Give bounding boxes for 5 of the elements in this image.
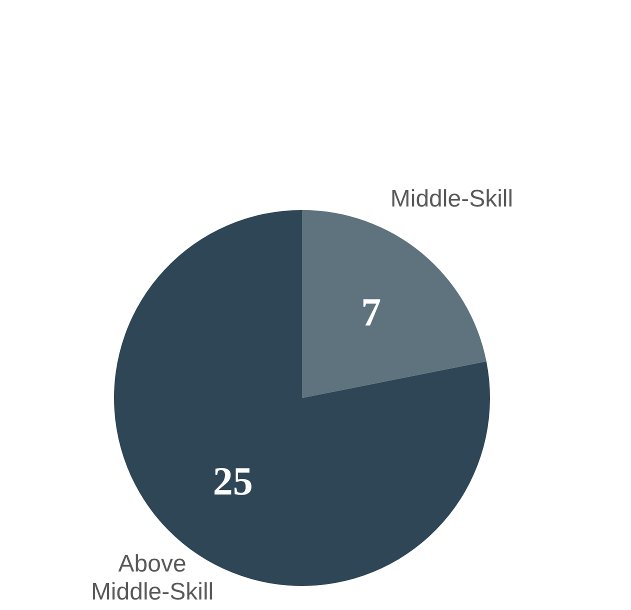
slice-label: Above Middle-Skill xyxy=(90,550,214,606)
data-label: 7 xyxy=(361,290,382,335)
slice-label: Middle-Skill xyxy=(390,186,514,213)
data-label: 25 xyxy=(212,458,253,504)
pie-slice xyxy=(302,210,486,398)
